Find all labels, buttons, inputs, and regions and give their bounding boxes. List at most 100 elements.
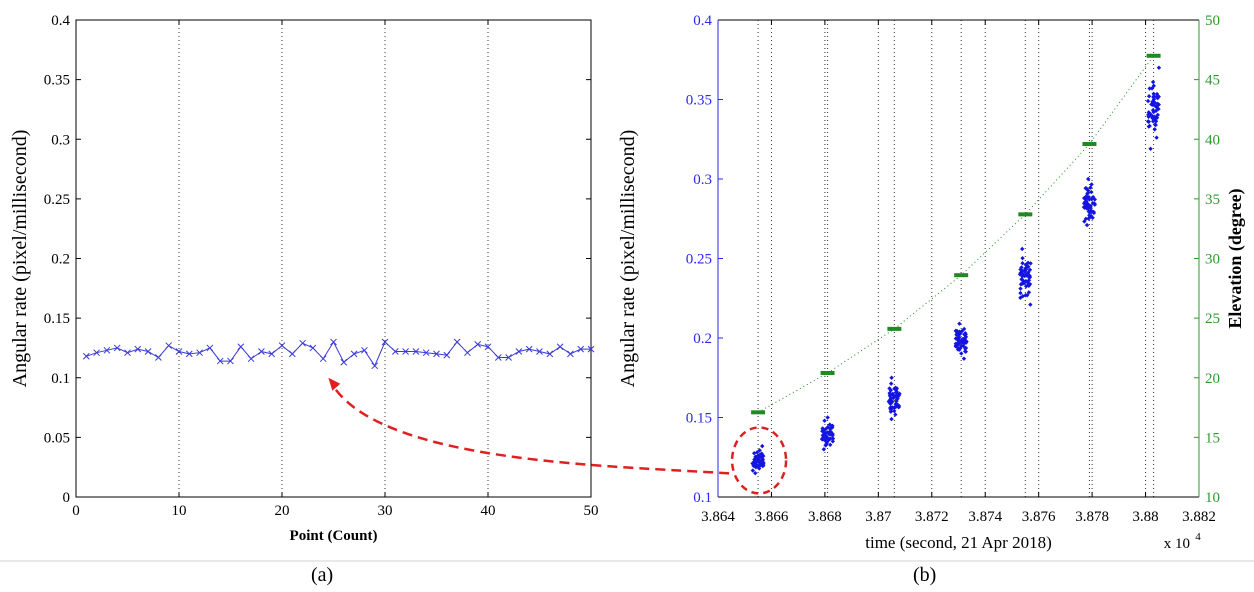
panel-b-rate-point (1085, 190, 1091, 196)
panel-b-rate-point (761, 462, 766, 468)
panel-b-rate-point (1023, 266, 1028, 271)
panel-a-y-tick-label: 0.4 (51, 13, 70, 29)
panel-b-rate-point (893, 401, 899, 406)
panel-b-rate-point (960, 340, 965, 346)
panel-b-y-tick-label: 0.35 (686, 93, 712, 109)
panel-b-rate-point (1017, 272, 1023, 277)
panel-b-rate-point (894, 398, 899, 404)
panel-a-data-point (93, 349, 100, 357)
panel-b-y2-tick-label: 10 (1205, 490, 1220, 506)
panel-b-rate-point (1085, 188, 1091, 193)
panel-b-rate-point (1148, 146, 1153, 151)
panel-b-y2-tick-label: 15 (1205, 430, 1220, 446)
panel-a-data-point (556, 343, 564, 351)
panel-b-rate-point (750, 468, 756, 473)
panel-a-y-tick-label: 0.15 (44, 311, 70, 327)
panel-b-rate-point (953, 343, 959, 348)
panel-b-rate-point (1023, 262, 1028, 267)
panel-b-rate-point (1081, 201, 1087, 206)
panel-a-data-point (185, 350, 193, 358)
panel-a-data-point (567, 350, 574, 358)
panel-b-rate-point (1018, 267, 1023, 272)
panel-b-rate-point (750, 461, 756, 466)
panel-b-rate-point (1026, 280, 1031, 286)
panel-b-rate-point (757, 448, 762, 453)
panel-a-data-point (505, 354, 512, 361)
panel-b-y-tick-label: 0.3 (693, 172, 712, 188)
panel-b-rate-point (1020, 260, 1025, 266)
panel-b-rate-point (1089, 213, 1094, 219)
panel-b-rate-point (1086, 216, 1091, 221)
panel-a-data-point (196, 349, 203, 357)
panel-b-rate-point (1154, 105, 1159, 110)
panel-b-rate-point (829, 424, 835, 429)
panel-b-rate-point (1082, 219, 1087, 224)
panel-b-rate-point (830, 439, 836, 444)
panel-b-rate-point (959, 351, 964, 356)
panel-b-rate-point (1020, 293, 1025, 299)
panel-b-y-tick-label: 0.4 (693, 13, 712, 29)
panel-b-rate-point (1018, 282, 1024, 287)
panel-b-y-tick-label: 0.15 (686, 411, 712, 427)
panel-b-rate-point (1091, 210, 1097, 216)
panel-b-rate-point (754, 454, 760, 460)
panel-b-x-tick-label: 3.866 (755, 509, 789, 525)
panel-b-rate-point (893, 412, 898, 417)
panel-a-data-point (402, 348, 409, 355)
panel-b-rate-point (897, 391, 902, 396)
panel-b-rate-point (1154, 135, 1159, 140)
panel-a-data-point (525, 345, 533, 353)
panel-b-rate-point (825, 415, 830, 420)
panel-b-x-tick-label: 3.878 (1075, 509, 1109, 525)
panel-b-rate-point (1155, 112, 1160, 118)
panel-b-rate-point (959, 328, 965, 334)
panel-b-rate-point (1085, 203, 1090, 208)
panel-b-rate-point (1145, 98, 1151, 104)
panel-b-rate-point (1154, 94, 1159, 99)
panel-b-rate-point (824, 435, 830, 441)
panel-b-rate-point (893, 404, 898, 410)
panel-a-data-point (309, 344, 317, 352)
panel-a-frame (75, 19, 592, 498)
panel-a-data-point (124, 349, 131, 357)
panel-b-rate-point (756, 466, 762, 471)
panel-b-rate-point (889, 416, 894, 422)
panel-b-x-tick-label: 3.868 (808, 509, 842, 525)
panel-a-data-point (577, 345, 585, 353)
panel-a-data-point (371, 362, 379, 370)
panel-a-data-point (247, 355, 255, 363)
panel-b-rate-point (1020, 255, 1025, 261)
panel-b-rate-point (1087, 210, 1092, 215)
panel-a-data-point (278, 342, 286, 349)
panel-b-rate-point (1155, 101, 1160, 107)
panel-b-rate-point (1090, 194, 1096, 200)
panel-b-rate-point (888, 409, 894, 414)
panel-b-rate-point (1081, 204, 1087, 210)
panel-b-y2-tick-label: 30 (1205, 252, 1220, 268)
panel-a-data-point (453, 338, 461, 346)
panel-b-rate-point (754, 458, 760, 464)
panel-b-rate-point (1084, 222, 1090, 228)
panel-a-data-point (155, 354, 162, 361)
panel-b-rate-point (1088, 185, 1093, 190)
panel-b-rate-point (961, 336, 966, 342)
panel-a-data-point (82, 352, 90, 360)
panel-a-data-point (464, 349, 471, 357)
panel-b-rate-point (957, 321, 962, 326)
panel-b-rate-point (1150, 99, 1155, 104)
panel-b-rate-point (1088, 205, 1093, 210)
panel-b-x-tick-label: 3.88 (1132, 509, 1158, 525)
panel-b-rate-point (1146, 94, 1152, 99)
panel-a-y-tick-label: 0.35 (44, 73, 70, 89)
panel-a-data-point (175, 348, 183, 355)
panel-b-rate-point (1023, 284, 1029, 289)
panel-b-rate-point (1027, 281, 1033, 287)
panel-b-rate-point (760, 443, 765, 449)
panel-b-rate-point (1090, 215, 1095, 221)
panel-a-x-tick-label: 10 (172, 503, 187, 519)
panel-b-rate-point (1025, 264, 1030, 269)
panel-a-y-tick-label: 0.1 (51, 371, 70, 387)
panel-b-rate-point (753, 470, 758, 476)
panel-b-x-tick-label: 3.882 (1182, 509, 1216, 525)
panel-b-rate-point (757, 452, 763, 457)
